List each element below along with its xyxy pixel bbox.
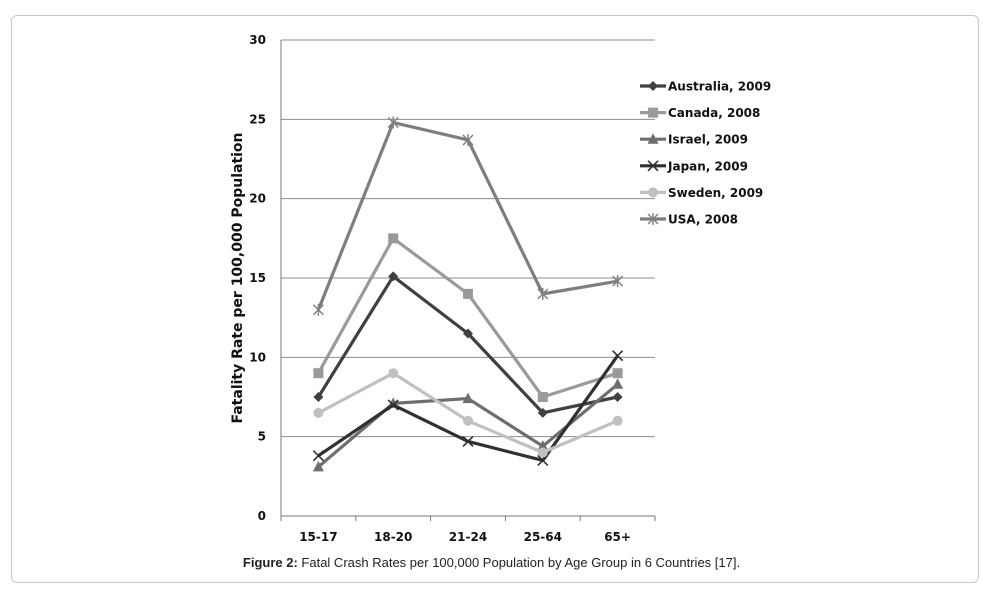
data-point [612,378,624,389]
legend-label: Japan, 2009 [667,159,748,173]
legend-entry: Japan, 2009 [640,159,748,173]
legend-entry: Israel, 2009 [640,133,748,147]
legend-entry: USA, 2008 [640,213,738,227]
series-japan [312,350,624,467]
data-point [537,447,548,458]
data-point [312,450,324,462]
y-tick-label: 5 [258,430,266,444]
x-tick-label: 65+ [604,530,631,544]
caption-label: Figure 2: [242,555,298,570]
data-point [388,233,399,244]
data-point [537,407,548,418]
x-tick-label: 18-20 [374,530,412,544]
data-point [612,275,624,288]
legend-label: USA, 2008 [668,213,738,227]
data-point [612,415,623,426]
series-canada [313,233,623,402]
data-point [387,116,399,129]
data-point [312,303,324,316]
legend-marker [648,107,658,118]
data-point [612,368,623,379]
data-point [612,392,623,402]
x-tick-labels: 15-17 18-20 21-24 25-64 65+ [299,530,631,544]
data-point [462,392,474,404]
data-point [313,392,324,402]
legend-label: Israel, 2009 [668,133,748,147]
data-point [312,460,324,472]
y-tick-labels: 0 5 10 15 20 25 30 [249,33,266,523]
series-group [312,116,624,472]
y-tick-label: 20 [249,192,266,206]
data-point [462,133,474,146]
data-point [537,454,549,467]
y-tick-label: 15 [249,271,266,285]
legend-marker [647,160,659,172]
data-point [313,407,324,418]
legend-label: Sweden, 2009 [668,186,763,200]
data-point [537,440,549,451]
legend-label: Canada, 2008 [668,106,760,120]
legend-marker [647,213,659,225]
data-point [463,288,473,299]
data-point [388,271,399,282]
data-point [612,350,624,362]
data-point [463,415,473,426]
data-point [388,368,399,379]
grid-lines [281,39,655,438]
legend: Australia, 2009 Canada, 2008 Israel, 2009 J… [640,80,771,227]
legend-entry: Australia, 2009 [640,80,771,94]
x-tick-label: 25-64 [524,530,562,544]
data-point [387,399,399,411]
legend-marker [647,133,659,144]
legend-marker [648,187,658,198]
figure-caption: Figure 2: Fatal Crash Rates per 100,000 … [0,555,983,570]
caption-text: Fatal Crash Rates per 100,000 Population… [297,555,741,570]
data-point [537,392,548,402]
y-tick-label: 10 [249,350,266,364]
data-point [313,368,324,379]
series-line [316,120,618,311]
data-point [462,435,474,447]
y-axis-label: Fatality Rate per 100,000 Population [230,132,246,423]
x-tick-label: 21-24 [449,530,487,544]
figure-frame [11,15,979,583]
x-tick-label: 15-17 [299,530,337,544]
y-tick-label: 0 [258,509,266,523]
axes [280,40,656,521]
data-point [463,328,473,339]
series-australia [313,271,623,418]
series-usa [312,116,624,316]
y-tick-label: 30 [249,33,266,47]
series-line [317,236,619,399]
legend-entry: Sweden, 2009 [640,186,763,200]
legend-label: Australia, 2009 [668,80,771,94]
y-tick-label: 25 [249,112,266,126]
legend-entry: Canada, 2008 [640,106,760,120]
data-point [537,287,549,300]
legend-marker [648,81,658,91]
series-sweden [313,368,623,458]
